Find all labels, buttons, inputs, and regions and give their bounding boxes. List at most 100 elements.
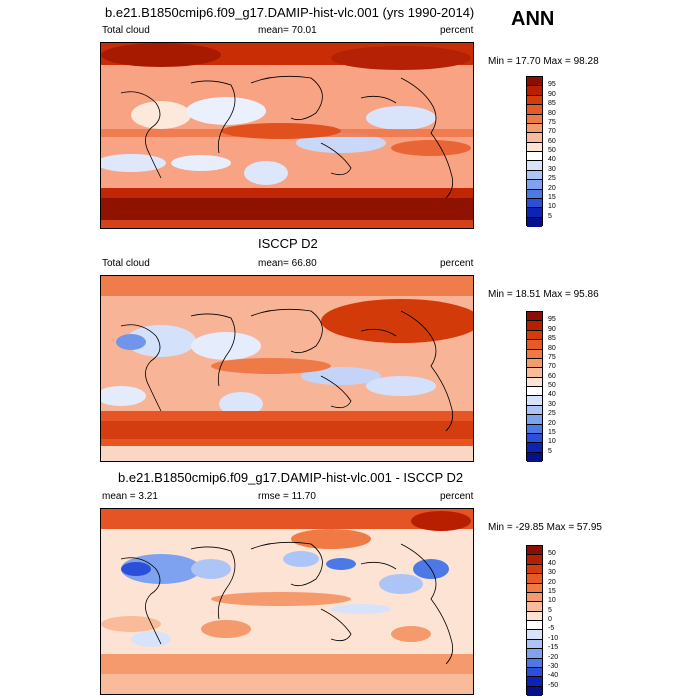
colorbar-label: 90 xyxy=(548,325,556,333)
colorbar-label: -50 xyxy=(548,681,559,689)
colorbar-segment xyxy=(527,555,542,565)
colorbar-label: 20 xyxy=(548,419,556,427)
colorbar-label: 95 xyxy=(548,316,556,324)
colorbar-label: 25 xyxy=(548,410,556,418)
colorbar-segment xyxy=(527,433,542,444)
colorbar-label: 20 xyxy=(548,578,556,586)
colorbar-label: 85 xyxy=(548,335,556,343)
colorbar-label: -40 xyxy=(548,672,559,680)
colorbar-label: 75 xyxy=(548,353,556,361)
panel3-title: b.e21.B1850cmip6.f09_g17.DAMIP-hist-vlc.… xyxy=(118,470,464,485)
colorbar-label: 15 xyxy=(548,428,556,436)
panel3-units-label: percent xyxy=(440,491,474,502)
panel1-colorbar-bar xyxy=(526,76,543,227)
colorbar-label: 80 xyxy=(548,109,556,117)
colorbar-label: -30 xyxy=(548,662,559,670)
colorbar-segment xyxy=(527,368,542,378)
colorbar-segment xyxy=(527,564,542,575)
colorbar-segment xyxy=(527,452,542,462)
panel3-map xyxy=(100,508,474,695)
colorbar-label: 15 xyxy=(548,193,556,201)
colorbar-segment xyxy=(527,377,542,387)
colorbar-segment xyxy=(527,217,542,227)
colorbar-segment xyxy=(527,198,542,209)
panel2-colorbar-bar xyxy=(526,311,543,462)
colorbar-segment xyxy=(527,387,542,397)
colorbar-label: 25 xyxy=(548,175,556,183)
panel2-minmax: Min = 18.51 Max = 95.86 xyxy=(488,289,599,300)
colorbar-label: 40 xyxy=(548,391,556,399)
panel2-field xyxy=(101,276,473,461)
panel1-mean-label: mean= 70.01 xyxy=(258,25,317,36)
panel3-mean-label: mean = 3.21 xyxy=(102,491,158,502)
colorbar-segment xyxy=(527,152,542,162)
colorbar-label: 30 xyxy=(548,400,556,408)
colorbar-label: 50 xyxy=(548,147,556,154)
colorbar-segment xyxy=(527,546,542,556)
colorbar-segment xyxy=(527,312,542,322)
colorbar-label: 80 xyxy=(548,344,556,352)
colorbar-label: 75 xyxy=(548,118,556,126)
colorbar-label: -10 xyxy=(548,634,559,642)
colorbar-label: -15 xyxy=(548,644,559,652)
colorbar-label: 10 xyxy=(548,203,556,211)
colorbar-segment xyxy=(527,340,542,350)
colorbar-label: 50 xyxy=(548,550,556,558)
panel3-colorbar-bar xyxy=(526,545,543,696)
colorbar-label: 20 xyxy=(548,184,556,192)
colorbar-segment xyxy=(527,574,542,584)
colorbar-segment xyxy=(527,677,542,687)
panel1-map xyxy=(100,42,474,229)
panel2-units-label: percent xyxy=(440,258,474,269)
colorbar-label: 5 xyxy=(548,447,552,455)
colorbar-label: 10 xyxy=(548,597,556,605)
colorbar-segment xyxy=(527,321,542,331)
colorbar-label: 30 xyxy=(548,569,556,577)
panel1-field xyxy=(101,43,473,228)
colorbar-label: 85 xyxy=(548,100,556,108)
colorbar-segment xyxy=(527,330,542,341)
colorbar-segment xyxy=(527,602,542,612)
colorbar-segment xyxy=(527,405,542,416)
panel2-colorbar: 95 90 85 80 75 70 60 50 40 30 25 20 15 10 5 xyxy=(526,311,586,462)
colorbar-label: -5 xyxy=(548,625,555,633)
colorbar-segment xyxy=(527,189,542,199)
colorbar-label: 15 xyxy=(548,587,556,595)
colorbar-segment xyxy=(527,686,542,696)
colorbar-segment xyxy=(527,180,542,190)
colorbar-label: 70 xyxy=(548,128,556,136)
colorbar-segment xyxy=(527,630,542,640)
colorbar-segment xyxy=(527,396,542,406)
colorbar-segment xyxy=(527,105,542,115)
colorbar-segment xyxy=(527,170,542,181)
colorbar-segment xyxy=(527,611,542,621)
panel2-map xyxy=(100,275,474,462)
colorbar-segment xyxy=(527,86,542,96)
panel3-rmse-label: rmse = 11.70 xyxy=(258,491,316,502)
colorbar-segment xyxy=(527,639,542,650)
colorbar-segment xyxy=(527,649,542,659)
colorbar-label: 40 xyxy=(548,156,556,164)
colorbar-segment xyxy=(527,358,542,369)
panel3-minmax: Min = -29.85 Max = 57.95 xyxy=(488,522,602,533)
colorbar-segment xyxy=(527,123,542,134)
colorbar-segment xyxy=(527,415,542,425)
colorbar-segment xyxy=(527,142,542,152)
colorbar-label: 70 xyxy=(548,363,556,371)
colorbar-segment xyxy=(527,621,542,631)
colorbar-segment xyxy=(527,77,542,87)
colorbar-segment xyxy=(527,95,542,106)
colorbar-segment xyxy=(527,161,542,171)
panel3-field xyxy=(101,509,473,694)
colorbar-label: 10 xyxy=(548,438,556,446)
colorbar-label: 60 xyxy=(548,372,556,380)
colorbar-segment xyxy=(527,114,542,124)
colorbar-segment xyxy=(527,424,542,434)
panel1-variable-label: Total cloud xyxy=(102,25,150,36)
colorbar-label: 40 xyxy=(548,559,556,567)
colorbar-label: 95 xyxy=(548,81,556,89)
colorbar-segment xyxy=(527,133,542,143)
colorbar-label: 30 xyxy=(548,165,556,173)
season-label: ANN xyxy=(511,8,555,30)
colorbar-segment xyxy=(527,583,542,593)
